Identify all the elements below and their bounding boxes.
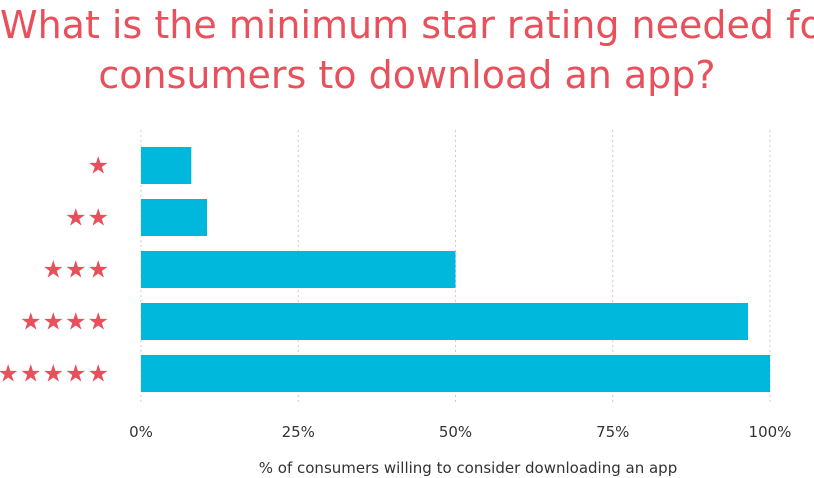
x-tick-label-100: 100%	[749, 423, 792, 441]
category-label-4-star: ★★★★	[20, 308, 110, 336]
bar-4-star	[141, 303, 748, 340]
x-tick-label-50: 50%	[439, 423, 472, 441]
chart-title-line-1: What is the minimum star rating needed f…	[0, 3, 814, 47]
chart-title: What is the minimum star rating needed f…	[0, 0, 814, 100]
x-tick-labels: 0% 25% 50% 75% 100%	[129, 423, 791, 441]
category-label-1-star: ★	[87, 152, 110, 180]
x-axis-title: % of consumers willing to consider downl…	[259, 459, 677, 477]
category-label-3-star: ★★★	[42, 256, 110, 284]
category-labels: ★★★★★★★★★★★★★★★	[0, 152, 110, 388]
bar-5-star	[141, 355, 770, 392]
x-tick-label-25: 25%	[282, 423, 315, 441]
category-label-2-star: ★★	[65, 204, 110, 232]
x-tick-label-75: 75%	[596, 423, 629, 441]
chart-title-line-2: consumers to download an app?	[98, 53, 716, 97]
x-tick-label-0: 0%	[129, 423, 153, 441]
bar-3-star	[141, 251, 456, 288]
bar-1-star	[141, 147, 192, 184]
category-label-5-star: ★★★★★	[0, 360, 110, 388]
bar-2-star	[141, 199, 208, 236]
bars	[141, 147, 770, 392]
